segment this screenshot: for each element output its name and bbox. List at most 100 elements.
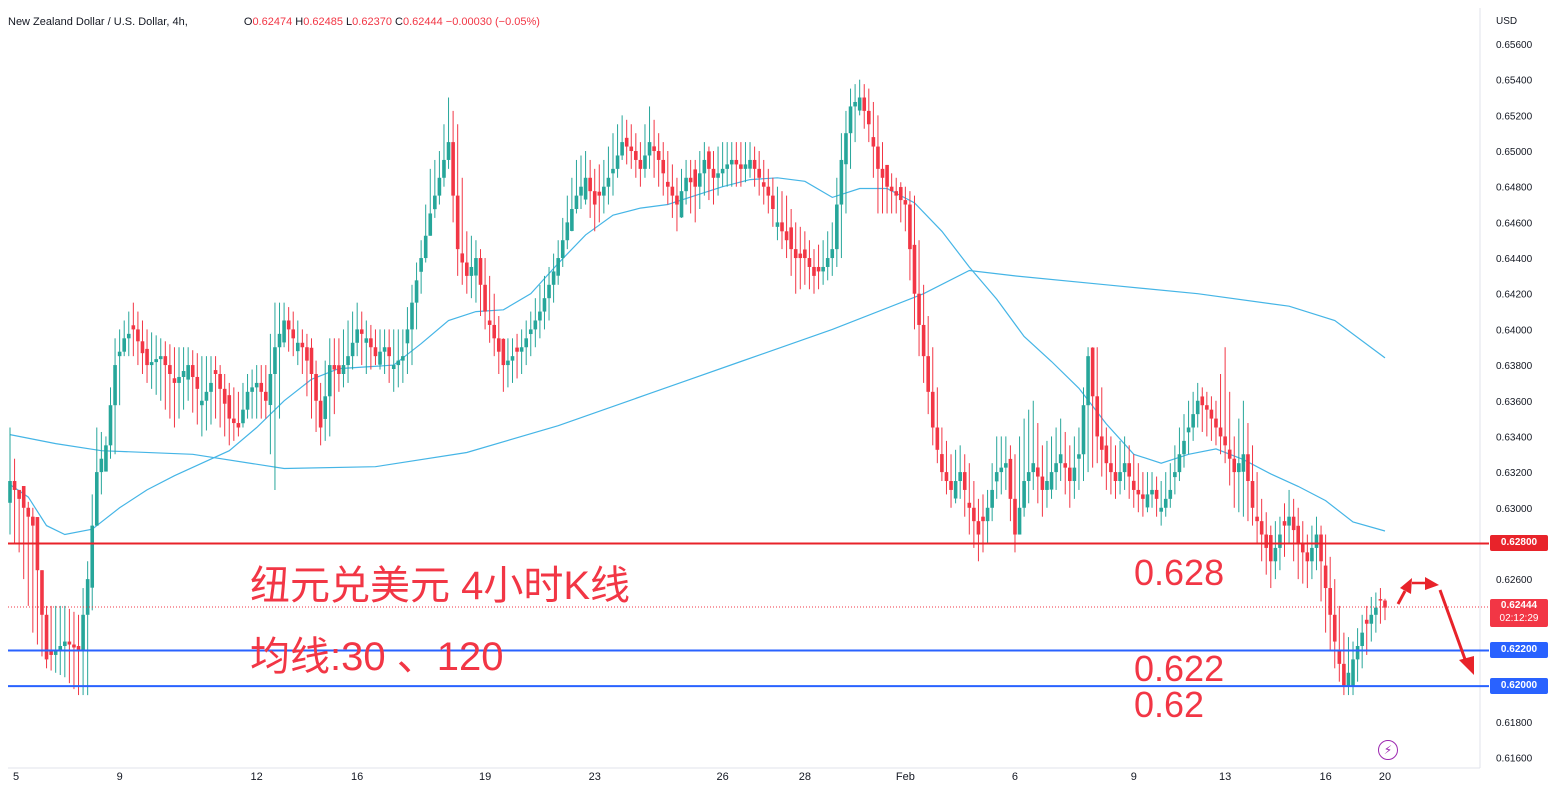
candle <box>391 365 396 369</box>
candle <box>675 195 679 205</box>
y-tick-label: 0.61600 <box>1496 754 1533 765</box>
candle <box>136 329 140 342</box>
candle <box>560 240 565 259</box>
candle <box>455 195 460 250</box>
levels-layer <box>8 542 1489 688</box>
x-axis: 5 9 12 16 19 23 26 28 Feb 6 9 13 16 20 <box>13 771 1391 783</box>
candle <box>729 159 734 165</box>
candle <box>830 249 835 259</box>
y-tick-label: 0.63800 <box>1496 361 1533 372</box>
candle <box>1031 463 1036 473</box>
candle <box>305 347 309 361</box>
candle <box>958 472 962 482</box>
candle <box>1040 476 1045 490</box>
high-value: 0.62485 <box>303 16 343 28</box>
candle <box>848 106 853 134</box>
candle <box>327 365 332 397</box>
candle <box>1191 414 1195 428</box>
candle <box>355 329 359 343</box>
candle <box>629 146 634 152</box>
candle <box>350 342 355 357</box>
candle <box>1369 614 1374 624</box>
candle <box>1232 458 1237 473</box>
candle <box>300 342 305 348</box>
candle <box>94 472 99 526</box>
candle <box>108 405 113 446</box>
x-tick-label: 9 <box>117 771 123 783</box>
candle <box>1342 663 1346 687</box>
candle <box>807 258 812 267</box>
candle <box>666 181 670 187</box>
ma30-layer <box>9 177 1386 536</box>
candle <box>930 391 935 428</box>
candle <box>542 298 547 312</box>
candle <box>204 391 209 401</box>
candle <box>976 521 981 535</box>
candle <box>337 365 341 374</box>
change-value: −0.00030 (−0.05%) <box>445 16 540 28</box>
candle <box>31 516 35 526</box>
candle <box>634 151 638 160</box>
candle <box>172 378 177 383</box>
price-tag-0620: 0.62000 <box>1490 678 1548 694</box>
candle <box>652 146 656 152</box>
candle <box>81 614 85 651</box>
candle <box>378 351 382 365</box>
chart-header: New Zealand Dollar / U.S. Dollar, 4h, O0… <box>8 16 540 28</box>
candle <box>1310 547 1314 562</box>
candle <box>720 168 725 174</box>
price-tag-0628: 0.62800 <box>1490 535 1548 551</box>
candle <box>793 249 798 259</box>
candle <box>318 400 323 428</box>
candle <box>725 164 729 169</box>
candle <box>1045 481 1049 490</box>
x-tick-label: 28 <box>799 771 811 783</box>
candle <box>1168 489 1173 499</box>
candle <box>1364 619 1369 624</box>
candle <box>117 351 122 357</box>
candle <box>679 191 684 218</box>
forecast-arrow-up <box>1396 590 1407 605</box>
x-tick-label: 20 <box>1379 771 1391 783</box>
candle <box>752 159 757 169</box>
candle <box>743 164 748 169</box>
candle <box>1300 543 1305 553</box>
candle <box>524 338 528 348</box>
candle <box>1205 405 1209 410</box>
candle <box>789 227 793 250</box>
candle <box>67 641 72 645</box>
candle <box>1086 356 1090 406</box>
x-tick-label: 6 <box>1012 771 1018 783</box>
candle <box>460 253 465 263</box>
candle <box>273 347 277 374</box>
candle <box>981 516 985 522</box>
candle <box>1186 427 1191 433</box>
low-value: 0.62370 <box>352 16 392 28</box>
candle <box>839 159 844 205</box>
candle <box>1323 565 1328 589</box>
candle <box>1259 521 1264 535</box>
candle <box>332 365 337 370</box>
candle <box>734 159 739 165</box>
candle <box>85 579 90 615</box>
candle <box>917 293 921 325</box>
candle <box>606 177 611 187</box>
candle <box>853 101 857 107</box>
candle <box>551 271 556 285</box>
lightning-icon[interactable]: ⚡ <box>1378 740 1398 760</box>
candle <box>245 391 250 410</box>
candle <box>1058 454 1063 464</box>
candle <box>12 481 17 490</box>
candle <box>643 155 647 169</box>
candle <box>250 387 254 392</box>
candle <box>533 320 538 330</box>
candle <box>168 365 172 374</box>
high-label: H <box>295 16 304 28</box>
candle <box>99 458 104 473</box>
candle <box>1328 588 1332 615</box>
candle <box>1273 547 1278 562</box>
candle <box>1314 534 1319 548</box>
y-tick-label: 0.65200 <box>1496 111 1533 122</box>
y-tick-label: 0.65000 <box>1496 147 1533 158</box>
